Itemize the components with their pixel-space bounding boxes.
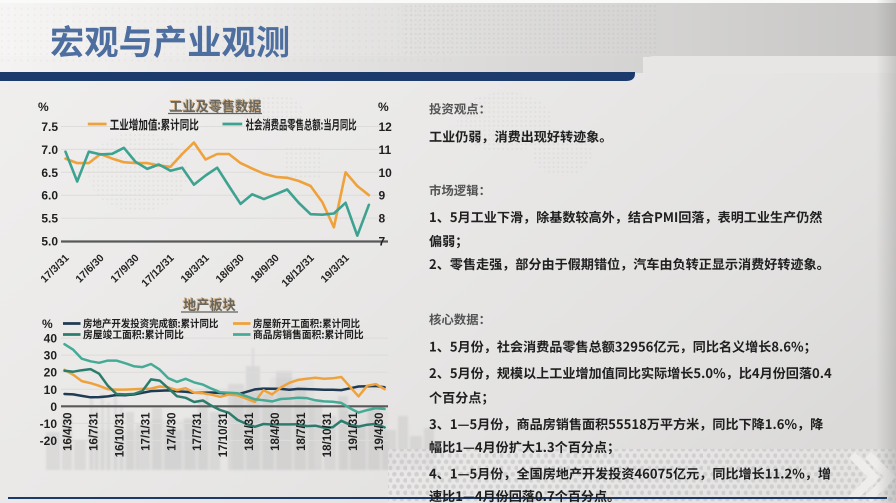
svg-text:%: % [378, 100, 389, 114]
svg-text:%: % [38, 100, 49, 114]
svg-text:10: 10 [379, 166, 393, 180]
svg-text:16/4/30: 16/4/30 [63, 413, 75, 451]
svg-text:17/1/31: 17/1/31 [140, 412, 152, 451]
svg-text:20: 20 [44, 366, 58, 380]
svg-text:18/4/30: 18/4/30 [270, 413, 282, 451]
svg-text:-10: -10 [40, 417, 58, 431]
svg-text:19/4/30: 19/4/30 [374, 413, 386, 451]
svg-text:12: 12 [379, 120, 393, 134]
svg-text:40: 40 [44, 332, 58, 346]
svg-text:9: 9 [379, 189, 386, 203]
svg-text:17/4/30: 17/4/30 [166, 413, 178, 451]
svg-text:18/1/31: 18/1/31 [244, 412, 256, 451]
svg-text:5.0: 5.0 [41, 235, 58, 249]
svg-text:30: 30 [44, 349, 58, 363]
svg-text:5.5: 5.5 [41, 212, 58, 226]
svg-text:11: 11 [379, 143, 392, 157]
svg-text:8: 8 [379, 212, 386, 226]
svg-text:17/10/31: 17/10/31 [218, 412, 230, 457]
svg-text:18/10/31: 18/10/31 [322, 412, 334, 457]
svg-text:16/7/31: 16/7/31 [89, 412, 101, 451]
svg-text:6.0: 6.0 [41, 189, 58, 203]
svg-text:10: 10 [44, 383, 58, 397]
svg-text:7.5: 7.5 [41, 120, 58, 134]
svg-text:19/1/31: 19/1/31 [348, 412, 360, 451]
svg-text:17/7/31: 17/7/31 [192, 412, 204, 451]
svg-text:7: 7 [379, 235, 386, 249]
svg-text:7.0: 7.0 [41, 143, 58, 157]
svg-text:-20: -20 [40, 434, 58, 448]
svg-text:%: % [42, 317, 53, 331]
svg-text:6.5: 6.5 [41, 166, 58, 180]
svg-text:18/7/31: 18/7/31 [296, 412, 308, 451]
svg-text:16/10/31: 16/10/31 [114, 412, 126, 457]
svg-text:0: 0 [50, 400, 57, 414]
